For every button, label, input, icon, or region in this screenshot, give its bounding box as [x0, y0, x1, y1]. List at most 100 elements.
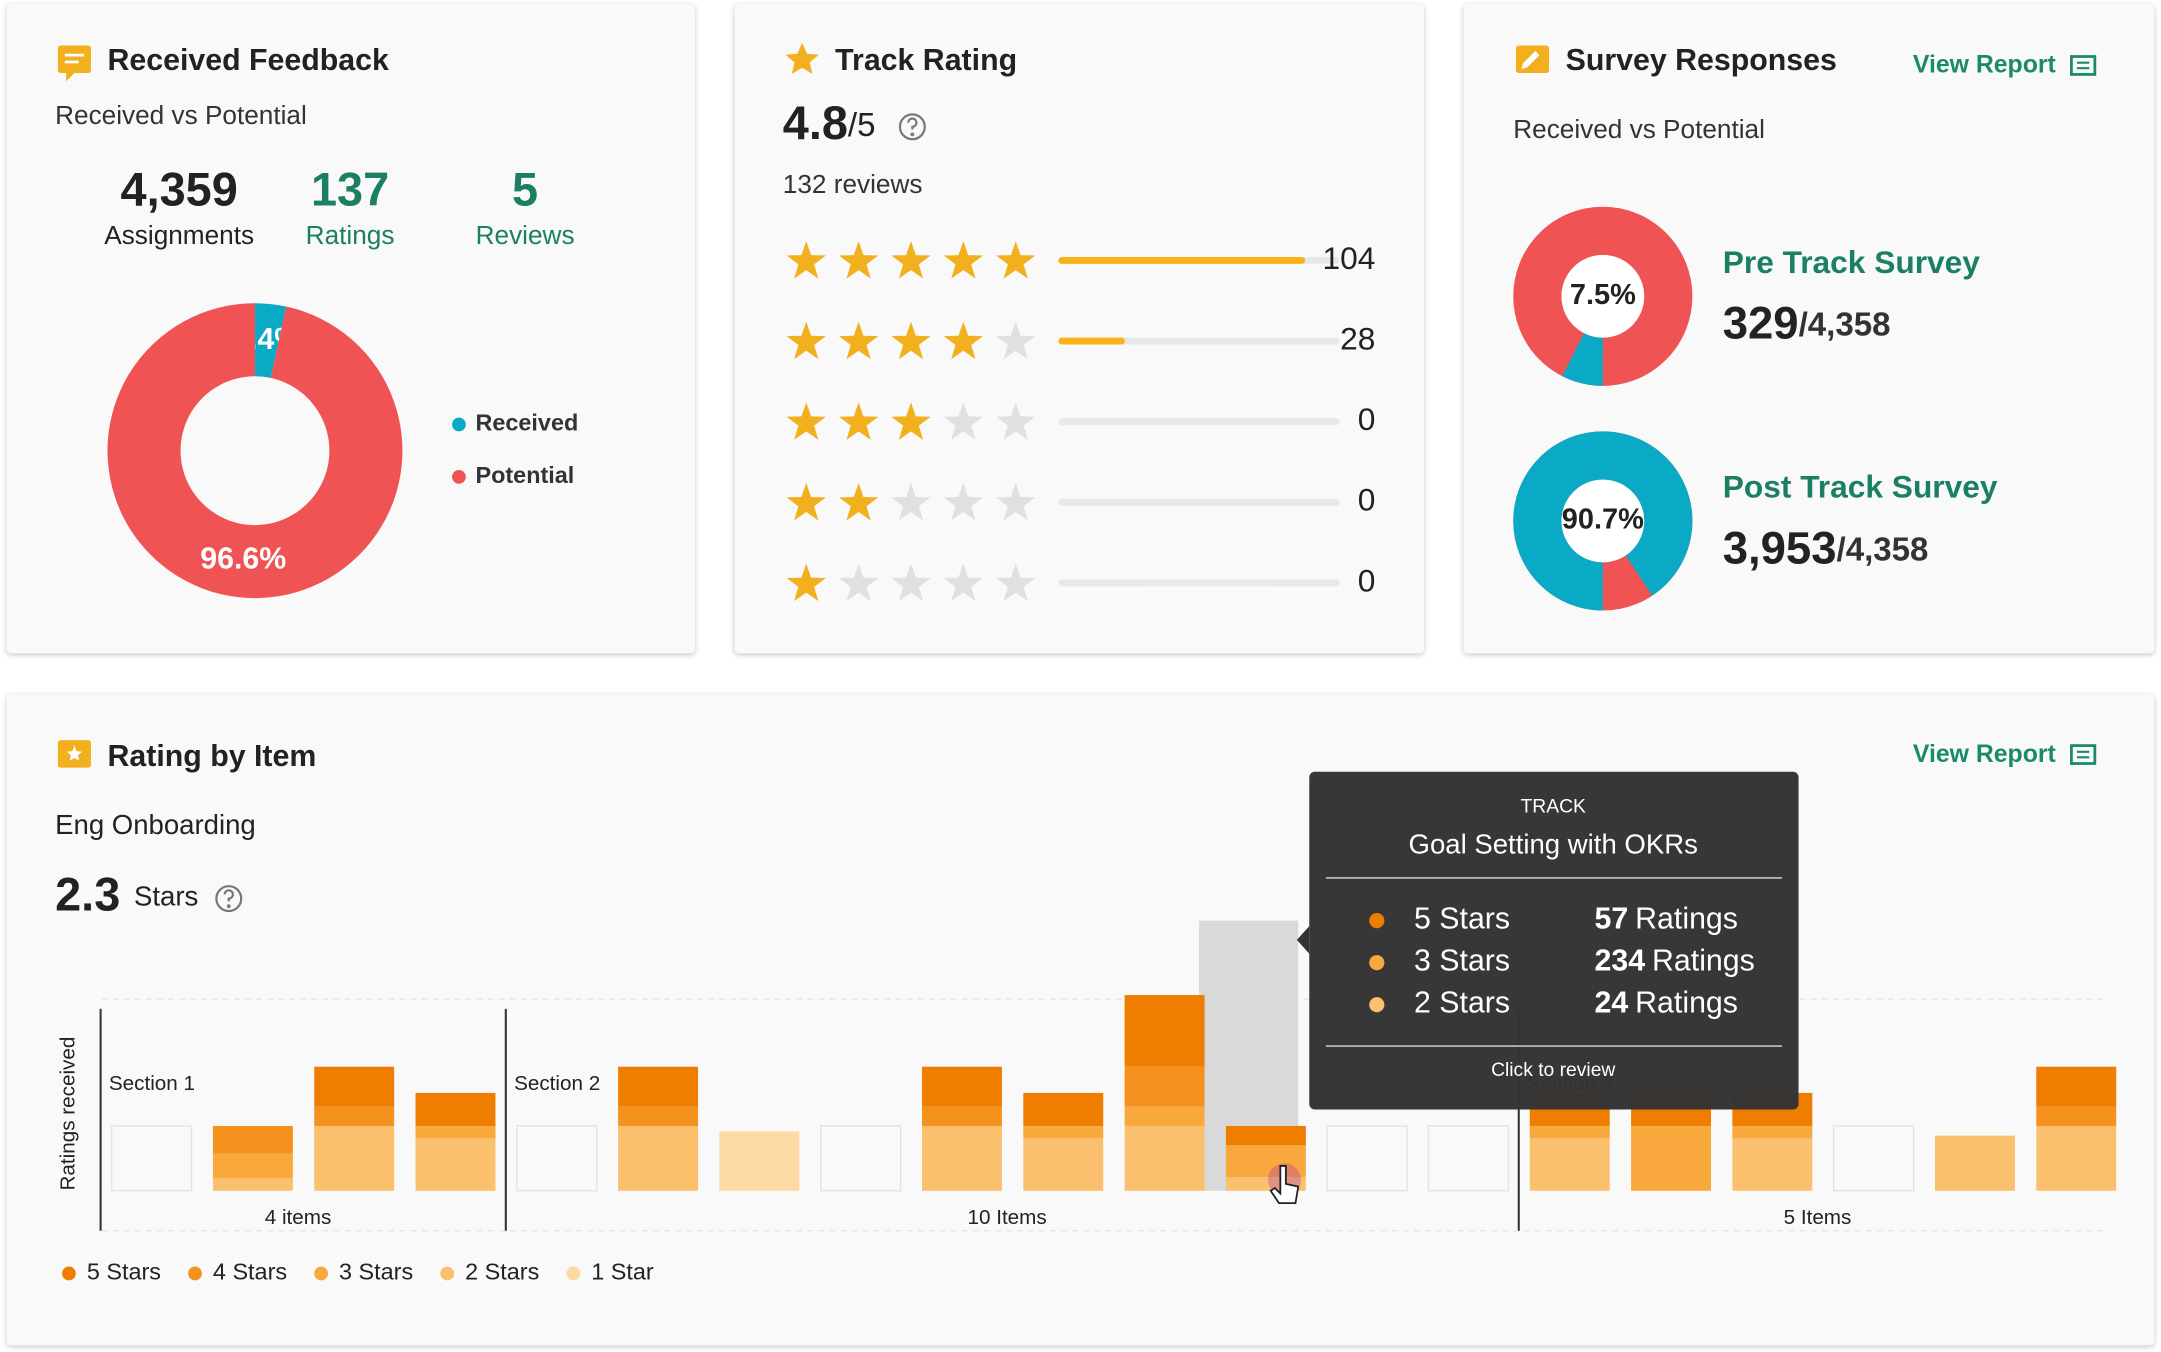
- bar-segment: [415, 1092, 496, 1126]
- card-title: Received Feedback: [108, 44, 390, 77]
- tooltip-dot: [1369, 997, 1385, 1013]
- bar-segment: [212, 1153, 293, 1179]
- legend-dot: [62, 1266, 76, 1281]
- survey-count: 3,953/4,358: [1723, 522, 1929, 573]
- star: [786, 563, 826, 602]
- empty-item: [1326, 1125, 1408, 1192]
- legend-label: 4 Stars: [213, 1259, 287, 1285]
- bar-segment: [922, 1066, 1002, 1107]
- count: 24: [1595, 987, 1629, 1020]
- survey-count: 329/4,358: [1723, 298, 1891, 349]
- donut-hole: [1561, 479, 1645, 563]
- legend-dot: [188, 1266, 202, 1281]
- unit: Ratings: [1635, 987, 1738, 1020]
- bar-segment: [1124, 1106, 1205, 1126]
- bar-segment: [415, 1125, 496, 1139]
- bar-segment: [2036, 1106, 2117, 1126]
- bar-segment: [1124, 995, 1205, 1067]
- bar-segment: [922, 1125, 1002, 1191]
- count: 0: [1358, 401, 1376, 437]
- star: [943, 563, 984, 602]
- survey-name: Post Track Survey: [1723, 469, 1998, 505]
- bar-segment: [1023, 1092, 1104, 1126]
- empty-item: [516, 1125, 598, 1192]
- star: [838, 563, 879, 602]
- icon: [57, 740, 91, 768]
- count: 104: [1323, 240, 1376, 276]
- star: [838, 321, 879, 360]
- legend-dot: [566, 1266, 581, 1281]
- tooltip-footer[interactable]: Click to review: [1491, 1060, 1615, 1081]
- star: [838, 483, 879, 521]
- empty-item: [110, 1125, 193, 1192]
- bar-segment: [618, 1125, 699, 1191]
- legend-label: Potential: [475, 462, 574, 488]
- icon: [57, 45, 91, 82]
- bar-segment: [1124, 1066, 1205, 1107]
- bar-track: [1058, 337, 1340, 345]
- bar: [1058, 337, 1125, 345]
- y-axis-label: Ratings received: [56, 1037, 79, 1191]
- stat-value: 137: [311, 163, 389, 215]
- score-value: 4.8: [783, 97, 848, 149]
- bar-segment: [1934, 1135, 2015, 1191]
- bar-segment: [1732, 1138, 1813, 1191]
- unit: Ratings: [1635, 903, 1738, 936]
- star: [891, 563, 931, 602]
- tooltip-label: 3 Stars: [1414, 945, 1510, 978]
- legend-dot: [452, 417, 466, 432]
- received: 3,953: [1723, 522, 1837, 573]
- icon: [785, 42, 819, 75]
- star-rating: [786, 402, 1036, 440]
- donut-slice: [107, 303, 403, 599]
- star: [891, 402, 931, 440]
- bar-segment: [922, 1106, 1002, 1126]
- star: [891, 241, 931, 279]
- donut-hole: [1561, 254, 1645, 338]
- bar-segment: [212, 1178, 293, 1191]
- tooltip-arrow: [1296, 926, 1310, 954]
- legend-label: 1 Star: [591, 1259, 654, 1285]
- star-rating: [786, 241, 1036, 279]
- donut-label: 7.5%: [1570, 279, 1636, 311]
- star: [786, 402, 826, 440]
- report-icon[interactable]: [2070, 744, 2097, 765]
- view-report[interactable]: View Report: [1913, 741, 2056, 768]
- received: 329: [1723, 298, 1799, 349]
- donut-label: 90.7%: [1562, 504, 1644, 536]
- stat-label: Ratings: [306, 220, 395, 250]
- card-title: Survey Responses: [1566, 44, 1837, 77]
- legend-dot: [452, 469, 466, 484]
- unit: Ratings: [1652, 945, 1755, 978]
- star: [786, 321, 826, 360]
- tooltip-dot: [1369, 955, 1385, 971]
- tooltip-value: 24 Ratings: [1595, 987, 1738, 1020]
- card-title: Rating by Item: [108, 740, 317, 773]
- stat-label: Assignments: [104, 220, 254, 250]
- bar-segment: [415, 1138, 496, 1191]
- section-items: 4 items: [265, 1206, 332, 1229]
- bar-segment: [1529, 1125, 1610, 1139]
- tooltip: [1309, 771, 1799, 1110]
- survey-name: Pre Track Survey: [1723, 244, 1981, 280]
- star: [996, 321, 1036, 360]
- help-icon[interactable]: [215, 885, 243, 913]
- report-icon[interactable]: [2070, 55, 2097, 76]
- bar-segment: [314, 1125, 395, 1191]
- cursor: [1269, 1165, 1300, 1205]
- score-max: /5: [848, 107, 876, 144]
- bar-segment: [314, 1106, 395, 1126]
- empty-item: [820, 1125, 902, 1192]
- score: 4.8/5: [783, 97, 876, 149]
- legend-dot: [314, 1266, 329, 1281]
- view-report[interactable]: View Report: [1913, 52, 2056, 79]
- tooltip-title: Goal Setting with OKRs: [1409, 828, 1698, 859]
- star: [996, 563, 1036, 602]
- help-icon[interactable]: [898, 113, 926, 141]
- card: [734, 4, 1424, 654]
- bar: [1058, 257, 1306, 264]
- score-value: 2.3: [55, 869, 120, 921]
- tooltip-value: 57 Ratings: [1595, 903, 1738, 936]
- potential: /4,358: [1799, 306, 1891, 343]
